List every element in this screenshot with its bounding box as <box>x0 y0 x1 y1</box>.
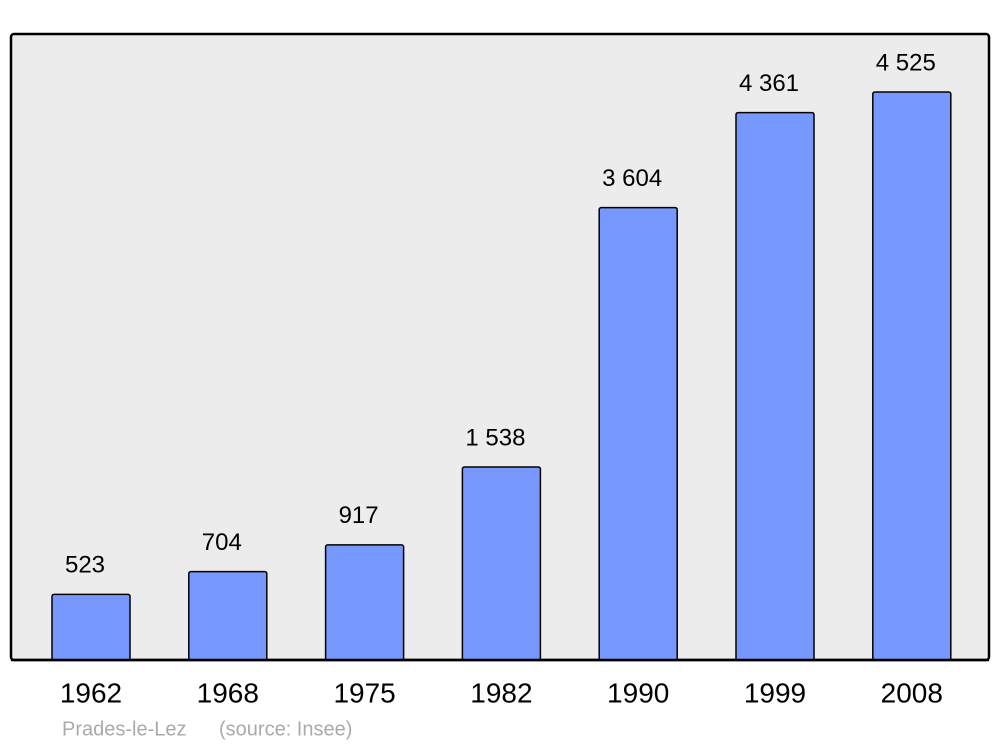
x-tick-label: 1999 <box>744 677 806 708</box>
bar <box>872 91 952 661</box>
bar <box>461 466 542 661</box>
value-label: 917 <box>339 502 379 529</box>
value-label: 4 525 <box>876 49 936 76</box>
x-tick-label: 1962 <box>60 677 122 708</box>
x-tick-label: 1990 <box>607 677 669 708</box>
x-tick-label: 1975 <box>333 677 395 708</box>
value-label: 4 361 <box>739 70 799 97</box>
bar <box>598 206 678 661</box>
bar <box>51 593 131 661</box>
bar <box>735 111 815 661</box>
source: (source: Insee) <box>219 718 352 740</box>
caption: Prades-le-Lez <box>62 718 187 740</box>
value-label: 3 604 <box>602 165 662 192</box>
x-tick-label: 1982 <box>470 677 532 708</box>
value-label: 704 <box>202 529 242 556</box>
bar <box>324 544 405 661</box>
x-tick-label: 2008 <box>881 677 943 708</box>
x-tick-label: 1968 <box>197 677 259 708</box>
value-label: 523 <box>65 552 105 579</box>
value-label: 1 538 <box>465 424 525 451</box>
bar <box>188 570 268 661</box>
